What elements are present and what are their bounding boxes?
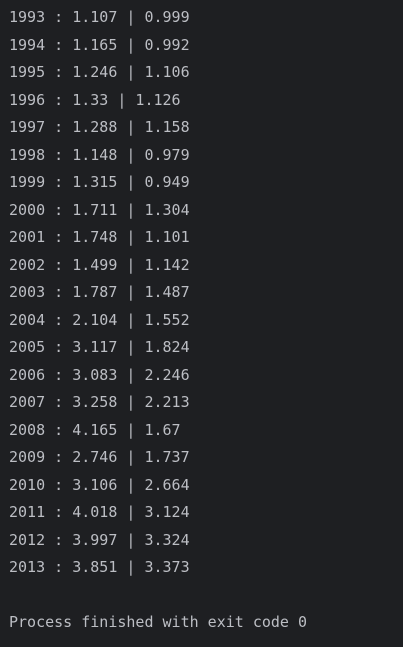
output-line-2009: 2009 : 2.746 | 1.737	[9, 448, 190, 466]
output-line-1994: 1994 : 1.165 | 0.992	[9, 35, 190, 54]
output-line-1997: 1997 : 1.288 | 1.158	[9, 118, 190, 136]
output-line-2001: 2001 : 1.748 | 1.101	[9, 228, 190, 246]
output-line-2004: 2004 : 2.104 | 1.552	[9, 310, 190, 329]
output-line-2010: 2010 : 3.106 | 2.664	[9, 475, 190, 494]
output-line-1993: 1993 : 1.107 | 0.999	[9, 8, 190, 26]
output-line-1999: 1999 : 1.315 | 0.949	[9, 173, 190, 191]
output-line-2008: 2008 : 4.165 | 1.67	[9, 420, 181, 439]
output-line-2002: 2002 : 1.499 | 1.142	[9, 255, 190, 274]
output-line-2000: 2000 : 1.711 | 1.304	[9, 200, 190, 219]
output-line-2012: 2012 : 3.997 | 3.324	[9, 530, 190, 549]
output-line-2005: 2005 : 3.117 | 1.824	[9, 338, 190, 356]
output-line-1996: 1996 : 1.33 | 1.126	[9, 90, 181, 109]
output-line-1998: 1998 : 1.148 | 0.979	[9, 145, 190, 164]
output-line-1995: 1995 : 1.246 | 1.106	[9, 63, 190, 81]
process-exit-message: Process finished with exit code 0	[9, 613, 308, 631]
blank-line	[9, 582, 403, 610]
output-line-2006: 2006 : 3.083 | 2.246	[9, 365, 190, 384]
output-line-2007: 2007 : 3.258 | 2.213	[9, 393, 190, 411]
output-line-2011: 2011 : 4.018 | 3.124	[9, 503, 190, 521]
output-line-2003: 2003 : 1.787 | 1.487	[9, 283, 190, 301]
output-line-2013: 2013 : 3.851 | 3.373	[9, 558, 190, 576]
